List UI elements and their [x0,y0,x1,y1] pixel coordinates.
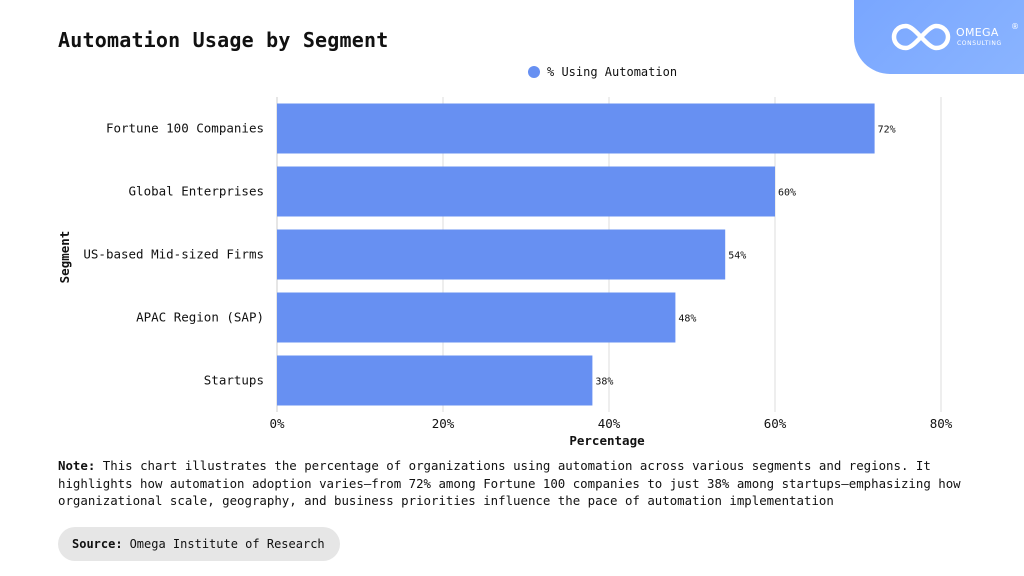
bar [277,355,593,406]
data-label: 54% [728,251,746,262]
chart-legend: % Using Automation [528,65,677,79]
source-label: Source: [72,537,123,551]
data-label: 60% [778,188,796,199]
bar [277,229,726,280]
category-label: Startups [204,373,264,388]
source-badge: Source: Omega Institute of Research [58,527,340,561]
x-tick-label: 40% [598,416,621,431]
category-label: APAC Region (SAP) [136,310,264,325]
legend-swatch [528,66,540,78]
category-label: Global Enterprises [129,184,264,199]
omega-consulting-logo: OMEGA ® CONSULTING [854,0,1024,74]
chart-note: Note: This chart illustrates the percent… [58,457,963,510]
bar-chart: Fortune 100 Companies 72% Global Enterpris… [57,97,953,448]
logo-registered-mark: ® [1011,22,1019,31]
chart-title: Automation Usage by Segment [58,28,389,52]
legend-label: % Using Automation [547,65,678,79]
note-label: Note: [58,458,96,473]
category-label: US-based Mid-sized Firms [83,247,264,262]
logo-name: OMEGA [956,26,999,39]
y-axis-title: Segment [57,231,72,284]
x-tick-label: 80% [930,416,953,431]
x-tick-label: 60% [764,416,787,431]
x-axis-title: Percentage [569,433,645,448]
bar [277,292,676,343]
logo-tagline: CONSULTING [957,40,1002,47]
infinity-logo-icon [891,23,951,51]
source-text: Omega Institute of Research [129,537,325,551]
note-text: This chart illustrates the percentage of… [58,458,961,508]
bar [277,103,875,154]
x-tick-label: 0% [269,416,285,431]
bar [277,166,775,217]
x-tick-label: 20% [432,416,455,431]
category-label: Fortune 100 Companies [106,121,264,136]
data-label: 72% [878,125,896,136]
data-label: 48% [678,314,696,325]
data-label: 38% [595,377,613,388]
